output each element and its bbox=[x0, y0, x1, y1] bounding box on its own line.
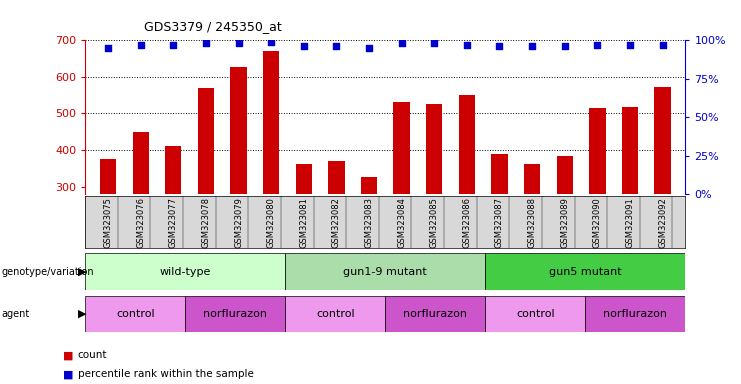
Point bbox=[494, 43, 505, 50]
Point bbox=[657, 42, 668, 48]
Text: gun5 mutant: gun5 mutant bbox=[549, 266, 622, 277]
Text: GSM323077: GSM323077 bbox=[169, 197, 178, 248]
Text: GSM323079: GSM323079 bbox=[234, 197, 243, 248]
Bar bbox=[296, 164, 312, 194]
Bar bbox=[485, 296, 585, 332]
Text: genotype/variation: genotype/variation bbox=[1, 266, 94, 277]
Text: norflurazon: norflurazon bbox=[403, 309, 468, 319]
Point bbox=[363, 45, 375, 51]
Bar bbox=[85, 296, 185, 332]
Bar bbox=[491, 154, 508, 194]
Text: gun1-9 mutant: gun1-9 mutant bbox=[343, 266, 428, 277]
Text: GSM323088: GSM323088 bbox=[528, 197, 536, 248]
Point bbox=[167, 42, 179, 48]
Point bbox=[624, 42, 636, 48]
Point bbox=[428, 40, 440, 46]
Bar bbox=[263, 51, 279, 194]
Bar bbox=[622, 107, 638, 194]
Bar bbox=[185, 296, 285, 332]
Text: GSM323092: GSM323092 bbox=[658, 197, 667, 248]
Text: norflurazon: norflurazon bbox=[603, 309, 668, 319]
Text: ▶: ▶ bbox=[78, 309, 86, 319]
Point bbox=[330, 43, 342, 50]
Text: GSM323081: GSM323081 bbox=[299, 197, 308, 248]
Text: GSM323075: GSM323075 bbox=[104, 197, 113, 248]
Text: control: control bbox=[516, 309, 555, 319]
Bar bbox=[459, 95, 475, 194]
Bar bbox=[385, 296, 485, 332]
Point bbox=[102, 45, 114, 51]
Bar bbox=[556, 156, 573, 194]
Text: GSM323083: GSM323083 bbox=[365, 197, 373, 248]
Text: norflurazon: norflurazon bbox=[203, 309, 268, 319]
Point bbox=[233, 40, 245, 46]
Text: GSM323090: GSM323090 bbox=[593, 197, 602, 248]
Bar bbox=[285, 296, 385, 332]
Text: GSM323091: GSM323091 bbox=[625, 197, 634, 248]
Bar bbox=[100, 159, 116, 194]
Bar bbox=[361, 177, 377, 194]
Point bbox=[265, 39, 277, 45]
Point bbox=[526, 43, 538, 50]
Text: GSM323086: GSM323086 bbox=[462, 197, 471, 248]
Text: control: control bbox=[116, 309, 155, 319]
Bar bbox=[165, 146, 182, 194]
Text: GDS3379 / 245350_at: GDS3379 / 245350_at bbox=[144, 20, 282, 33]
Bar bbox=[393, 103, 410, 194]
Bar bbox=[230, 67, 247, 194]
Text: agent: agent bbox=[1, 309, 30, 319]
Text: control: control bbox=[316, 309, 355, 319]
Bar bbox=[485, 253, 685, 290]
Point bbox=[200, 40, 212, 46]
Text: ▶: ▶ bbox=[78, 266, 86, 277]
Bar bbox=[133, 132, 149, 194]
Bar bbox=[85, 253, 285, 290]
Bar bbox=[585, 296, 685, 332]
Bar bbox=[589, 108, 605, 194]
Text: GSM323082: GSM323082 bbox=[332, 197, 341, 248]
Text: GSM323084: GSM323084 bbox=[397, 197, 406, 248]
Bar bbox=[654, 87, 671, 194]
Text: GSM323087: GSM323087 bbox=[495, 197, 504, 248]
Bar bbox=[426, 104, 442, 194]
Text: GSM323085: GSM323085 bbox=[430, 197, 439, 248]
Text: GSM323078: GSM323078 bbox=[202, 197, 210, 248]
Text: ■: ■ bbox=[63, 350, 73, 360]
Text: ■: ■ bbox=[63, 369, 73, 379]
Text: GSM323076: GSM323076 bbox=[136, 197, 145, 248]
Bar bbox=[285, 253, 485, 290]
Point bbox=[591, 42, 603, 48]
Text: GSM323089: GSM323089 bbox=[560, 197, 569, 248]
Point bbox=[461, 42, 473, 48]
Text: GSM323080: GSM323080 bbox=[267, 197, 276, 248]
Bar bbox=[198, 88, 214, 194]
Point bbox=[559, 43, 571, 50]
Point bbox=[396, 40, 408, 46]
Bar bbox=[524, 164, 540, 194]
Point bbox=[298, 43, 310, 50]
Text: percentile rank within the sample: percentile rank within the sample bbox=[78, 369, 253, 379]
Bar bbox=[328, 161, 345, 194]
Text: count: count bbox=[78, 350, 107, 360]
Point bbox=[135, 42, 147, 48]
Text: wild-type: wild-type bbox=[159, 266, 211, 277]
